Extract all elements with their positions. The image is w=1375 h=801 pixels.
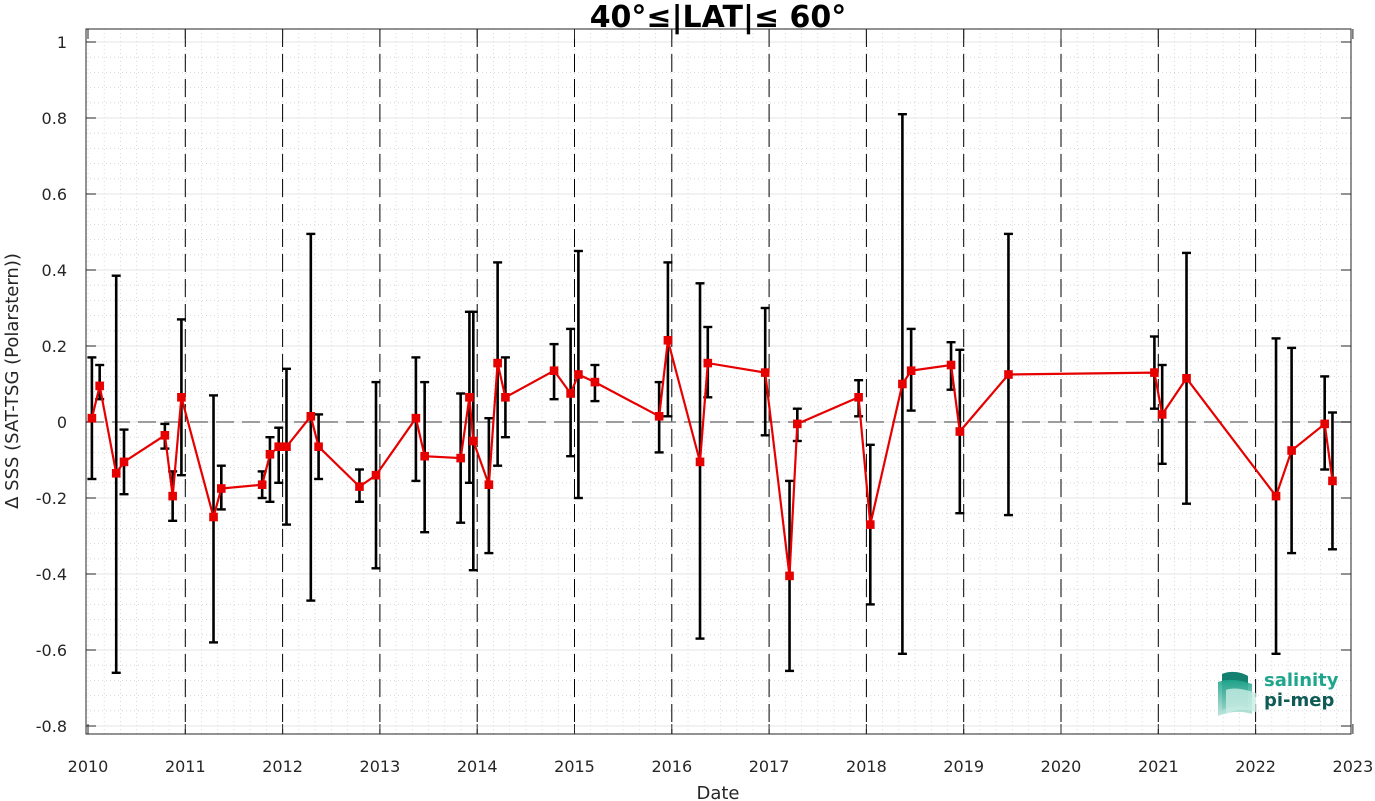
y-tick-label: 0.4 xyxy=(42,261,67,280)
logo-text-pimep: pi-mep xyxy=(1264,690,1335,711)
y-tick-label: 0.2 xyxy=(42,337,67,356)
data-point-marker xyxy=(168,491,177,501)
data-point-marker xyxy=(314,442,323,451)
data-point-marker xyxy=(1271,491,1281,501)
data-point-marker xyxy=(1157,410,1167,419)
data-point-marker xyxy=(1287,446,1296,455)
data-point-marker xyxy=(1182,374,1191,383)
y-tick-label: 0.6 xyxy=(42,185,67,204)
data-point-marker xyxy=(355,482,364,491)
data-point-marker xyxy=(590,377,600,387)
data-point-marker xyxy=(217,484,226,493)
data-point-marker xyxy=(274,442,284,451)
x-tick-label: 2018 xyxy=(846,757,887,776)
x-tick-label: 2017 xyxy=(749,757,790,776)
x-tick-label: 2019 xyxy=(943,757,984,776)
x-tick-label: 2021 xyxy=(1138,757,1179,776)
data-point-marker xyxy=(898,379,907,389)
x-tick-label: 2023 xyxy=(1333,757,1374,776)
y-tick-label: -0.8 xyxy=(36,717,67,736)
data-point-marker xyxy=(493,358,502,368)
data-point-marker xyxy=(906,366,916,375)
data-point-marker xyxy=(209,512,218,522)
data-point-marker xyxy=(1328,476,1337,486)
data-point-marker xyxy=(654,412,664,421)
data-point-marker xyxy=(793,419,802,429)
data-point-marker xyxy=(306,412,316,421)
data-point-marker xyxy=(465,393,474,402)
series-markers xyxy=(87,336,1337,581)
data-point-marker xyxy=(865,520,875,529)
data-point-marker xyxy=(1150,368,1159,377)
data-point-marker xyxy=(549,366,559,375)
data-point-marker xyxy=(87,413,97,423)
x-tick-label: 2022 xyxy=(1235,757,1276,776)
data-point-marker xyxy=(420,451,429,461)
x-tick-label: 2011 xyxy=(165,757,206,776)
x-tick-labels: 2010 2011 2012 2013 2014 2015 2016 2017 2018 2019… xyxy=(68,757,1374,776)
x-tick-label: 2012 xyxy=(262,757,303,776)
y-tick-label: 0.8 xyxy=(42,109,67,128)
plot-frame xyxy=(85,28,1352,735)
data-point-marker xyxy=(282,442,291,451)
logo-text-salinity: salinity xyxy=(1264,670,1339,691)
x-tick-label: 2020 xyxy=(1041,757,1082,776)
data-point-marker xyxy=(484,480,494,489)
plot-area xyxy=(86,29,1351,734)
axis-ticks xyxy=(86,29,1354,734)
y-tick-label: -0.2 xyxy=(36,489,67,508)
x-tick-label: 2013 xyxy=(360,757,401,776)
year-boundary-lines xyxy=(184,29,1257,734)
data-point-marker xyxy=(946,360,956,370)
y-tick-label: -0.4 xyxy=(36,565,67,584)
x-tick-label: 2014 xyxy=(457,757,498,776)
y-axis-label: Δ SSS (SAT-TSG (Polarstern)) xyxy=(2,253,23,509)
data-point-marker xyxy=(955,427,965,436)
x-tick-label: 2010 xyxy=(68,757,109,776)
chart-title: 40°≤|LAT|≤ 60° xyxy=(590,0,847,35)
data-point-marker xyxy=(663,336,673,345)
data-point-marker xyxy=(177,393,186,402)
data-point-marker xyxy=(695,457,705,467)
salinity-pi-mep-logo: salinity pi-mep xyxy=(1214,668,1344,718)
y-tick-label: 1 xyxy=(57,33,67,52)
data-point-marker xyxy=(265,450,275,459)
data-point-marker xyxy=(760,368,770,377)
data-point-marker xyxy=(1320,419,1329,429)
data-point-marker xyxy=(566,389,575,398)
data-point-marker xyxy=(469,436,478,446)
data-point-marker xyxy=(257,480,267,489)
data-point-marker xyxy=(411,413,421,423)
data-point-marker xyxy=(95,381,104,391)
data-point-marker xyxy=(1004,370,1013,379)
major-grid xyxy=(86,41,1351,727)
data-point-marker xyxy=(160,431,170,440)
data-point-marker xyxy=(456,453,465,463)
data-point-marker xyxy=(371,470,381,480)
data-point-marker xyxy=(854,393,863,402)
data-point-marker xyxy=(501,393,510,402)
wave-logo-icon xyxy=(1218,671,1256,716)
y-tick-label: -0.6 xyxy=(36,641,67,660)
y-tick-labels: -0.8 -0.6 -0.4 -0.2 0 0.2 0.4 0.6 0.8 1 xyxy=(36,33,67,736)
data-point-marker xyxy=(119,457,129,467)
data-point-marker xyxy=(785,571,794,581)
x-axis-label: Date xyxy=(696,783,739,801)
y-tick-label: 0 xyxy=(57,413,67,432)
x-tick-label: 2015 xyxy=(554,757,595,776)
x-tick-label: 2016 xyxy=(651,757,692,776)
series-line xyxy=(90,340,1334,577)
data-point-marker xyxy=(574,370,583,379)
data-point-marker xyxy=(703,358,713,368)
data-point-marker xyxy=(111,469,121,478)
